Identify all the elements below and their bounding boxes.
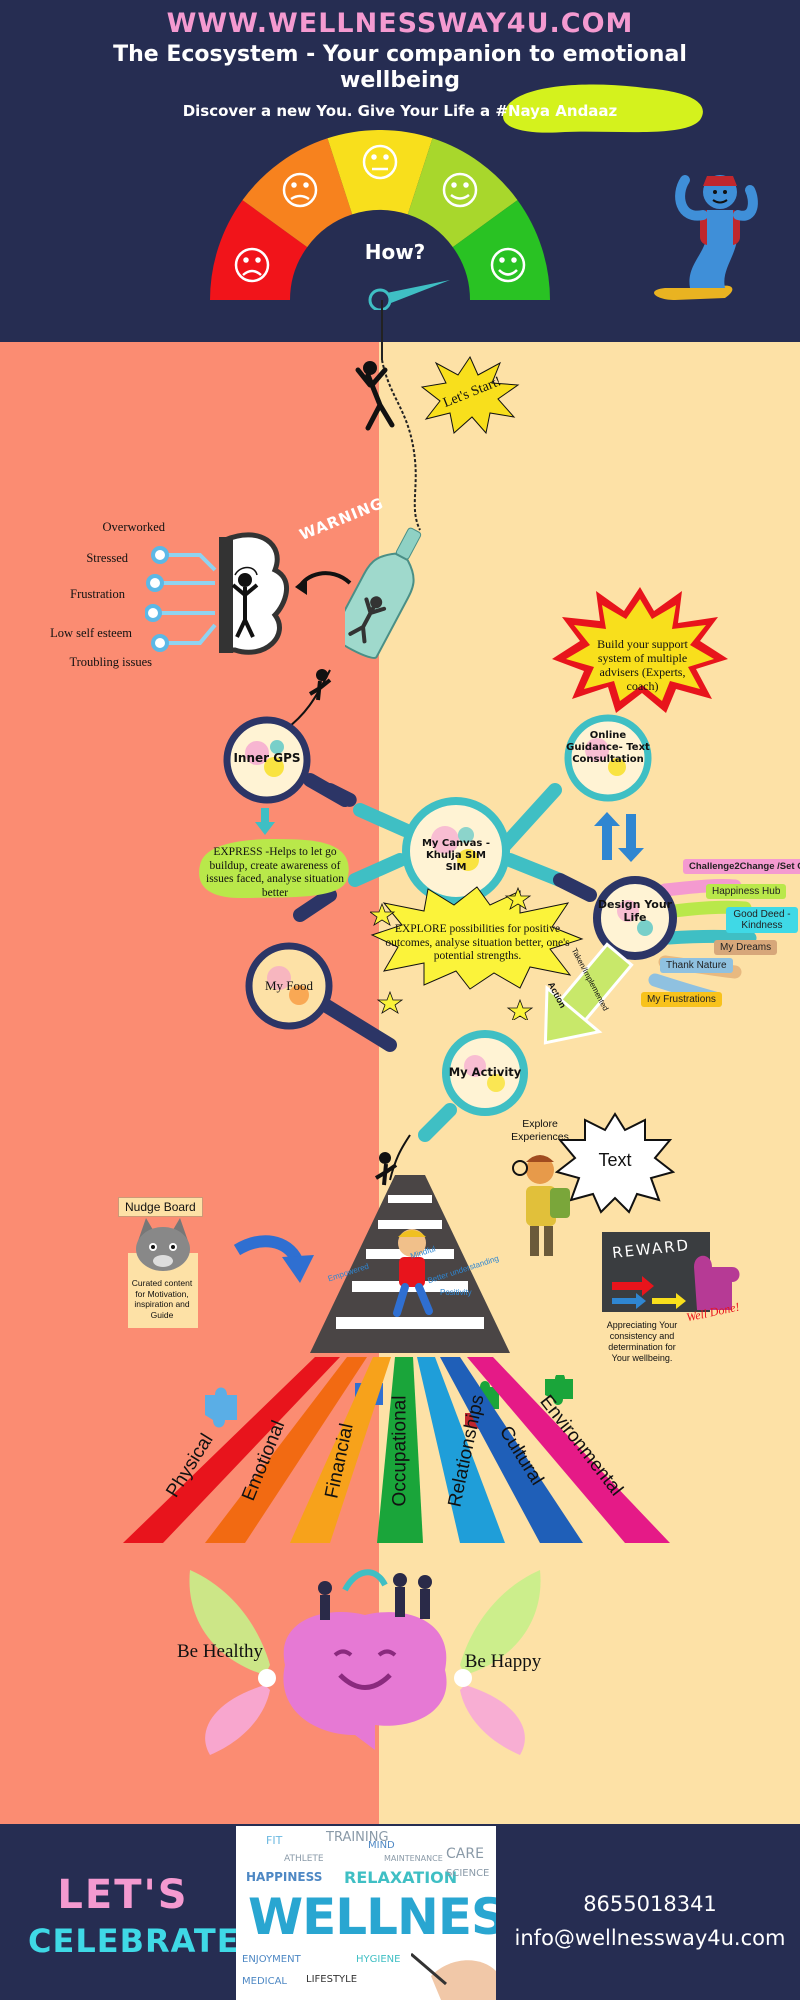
nudge-board-title[interactable]: Nudge Board: [118, 1197, 203, 1217]
text-speech-burst: [555, 1112, 675, 1214]
nudge-board-cat: [128, 1218, 198, 1328]
express-highlight: [199, 839, 349, 899]
bottle-illustration: [345, 527, 422, 659]
explore-note: EXPLORE possibilities for positive outco…: [385, 923, 570, 962]
wordcloud-word: CARE: [446, 1846, 484, 1862]
writing-hand: [411, 1952, 496, 2000]
support-burst: [552, 587, 728, 713]
network-connectors: [284, 669, 597, 1186]
celebrate-line-1: LET'S: [57, 1872, 189, 1918]
dimension-ray: [467, 1357, 670, 1543]
site-url[interactable]: WWW.WELLNESSWAY4U.COM: [166, 8, 634, 39]
my-food-label: My Food: [264, 978, 314, 993]
climber-rope: [355, 300, 421, 531]
dimension-ray: [123, 1357, 340, 1543]
design-tag-challenge[interactable]: Challenge2Change /Set Goals: [683, 859, 800, 874]
dimension-ray: [205, 1357, 367, 1543]
wellness-dimensions-fan: [123, 1357, 670, 1543]
nudge-board-caption: Curated content for Motivation, inspirat…: [131, 1278, 193, 1320]
dimension-ray: [290, 1357, 391, 1543]
title-line-2: wellbeing: [340, 68, 460, 93]
stress-factor: Overworked: [102, 520, 165, 534]
wordcloud-word: ATHLETE: [284, 1854, 324, 1864]
stress-factor: Troubling issues: [69, 655, 152, 669]
dimension-ray: [417, 1357, 505, 1543]
my-canvas-label: My Canvas - Khulja SIM SIM: [421, 838, 490, 873]
reward-caption: Appreciating Your consistency and determ…: [606, 1320, 678, 1363]
dimension-ray: [440, 1357, 583, 1543]
down-arrow-icon: [255, 808, 275, 835]
wordcloud-word: MIND: [368, 1840, 395, 1851]
track-word: Positivity: [440, 1288, 472, 1297]
my-food-node[interactable]: [243, 940, 335, 1032]
tagline-text: Discover a new You. Give Your Life a: [182, 102, 491, 120]
wordcloud-word: MEDICAL: [242, 1976, 287, 1987]
design-tag-happiness-hub[interactable]: Happiness Hub: [706, 884, 787, 899]
my-activity-node[interactable]: [440, 1028, 530, 1118]
genie-illustration: [654, 175, 758, 300]
action-arrow: [543, 942, 634, 1045]
left-panel-background: [0, 342, 379, 1824]
my-canvas-node[interactable]: [400, 795, 512, 907]
wordcloud-word: HAPPINESS: [246, 1870, 323, 1884]
wordcloud-word: ENJOYMENT: [242, 1954, 301, 1965]
inner-gps-node[interactable]: [222, 715, 312, 805]
running-child: [393, 1229, 433, 1317]
inner-gps-label: Inner GPS: [233, 751, 301, 765]
highlight-splash: [503, 84, 703, 133]
wellness-wordcloud: FIT TRAINING HAPPINESS RELAXATION CARE S…: [236, 1826, 496, 2000]
explorer-character: [512, 1155, 570, 1256]
lets-celebrate: LET'S CELEBRATE: [28, 1872, 240, 1964]
design-tag-my-dreams[interactable]: My Dreams: [714, 940, 778, 955]
text-bubble-label: Text: [598, 1150, 632, 1170]
design-your-life-node[interactable]: [590, 873, 680, 963]
support-text: Build your support system of multiple ad…: [597, 637, 688, 693]
design-your-life-label: Design Your Life: [597, 898, 673, 924]
wordcloud-word: SCIENCE: [446, 1868, 490, 1879]
title-line-1: The Ecosystem - Your companion to emotio…: [113, 42, 687, 67]
explore-burst: [370, 886, 584, 990]
tagline: Discover a new You. Give Your Life a #Na…: [120, 102, 680, 120]
my-activity-label: My Activity: [448, 1065, 522, 1079]
start-burst: [420, 355, 520, 435]
swap-arrows-icon: [594, 812, 644, 862]
online-guidance-node[interactable]: [562, 712, 654, 804]
mood-gauge: [210, 130, 550, 310]
happy-brain-illustration: [189, 1569, 541, 1755]
explore-experiences-label: Explore Experiences: [511, 1118, 569, 1143]
dimension-label: Occupational: [389, 1395, 411, 1507]
stress-factor: Frustration: [70, 587, 125, 601]
gauge-label: How?: [364, 240, 426, 264]
design-tag-thank-nature[interactable]: Thank Nature: [660, 958, 733, 973]
wordcloud-word: LIFESTYLE: [306, 1974, 358, 1985]
design-tag-my-frustrations[interactable]: My Frustrations: [641, 992, 722, 1007]
be-happy-label: Be Happy: [464, 1651, 542, 1672]
celebrate-line-2: CELEBRATE: [28, 1922, 240, 1960]
wordcloud-word: MAINTENANCE: [384, 1854, 443, 1863]
stars-decoration: [370, 886, 534, 1020]
dimension-ray: [377, 1357, 423, 1543]
online-guidance-label: Online Guidance- Text Consultation: [566, 730, 650, 765]
design-tag-good-deed[interactable]: Good Deed - Kindness: [726, 907, 798, 933]
curved-arrow-icon: [233, 1235, 314, 1283]
express-note: EXPRESS -Helps to let go buildup, create…: [206, 846, 344, 899]
footer-email[interactable]: info@wellnessway4u.com: [514, 1926, 786, 1950]
troubled-brain-illustration: [145, 532, 352, 655]
stress-factor: Low self esteem: [50, 626, 132, 640]
wordcloud-word: RELAXATION: [344, 1868, 458, 1887]
page-title: The Ecosystem - Your companion to emotio…: [110, 42, 690, 94]
stress-factor: Stressed: [86, 551, 128, 565]
wellness-word: WELLNESS: [248, 1888, 496, 1946]
wordcloud-word: TRAINING: [326, 1830, 389, 1845]
wordcloud-word: HYGIENE: [356, 1954, 401, 1965]
be-healthy-label: Be Healthy: [176, 1641, 263, 1662]
wordcloud-word: FIT: [266, 1834, 283, 1847]
reward-board: [602, 1232, 740, 1312]
hashtag: #Naya Andaaz: [495, 102, 618, 120]
footer-phone[interactable]: 8655018341: [583, 1892, 717, 1916]
